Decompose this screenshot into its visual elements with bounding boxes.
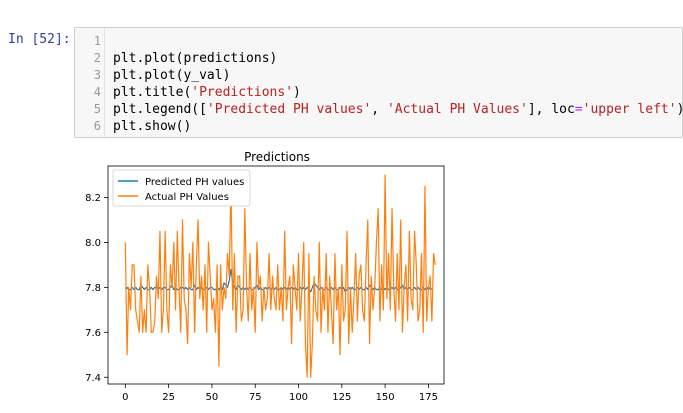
- string-token: 'Predicted PH values': [206, 102, 372, 117]
- y-tick-label: 8.0: [85, 238, 101, 249]
- code-cell-editor[interactable]: 1 2 plt.plot(predictions) 3 plt.plot(y_val) 4…: [74, 27, 683, 138]
- cell-prompt: In [52]:: [8, 32, 71, 47]
- code-text: plt.legend(['Predicted PH values', 'Actu…: [113, 101, 683, 118]
- x-tick-label: 100: [289, 392, 308, 403]
- string-token: 'Actual PH Values': [386, 102, 528, 117]
- code-token: ], loc: [527, 102, 575, 117]
- legend-label: Actual PH Values: [145, 192, 229, 203]
- code-token: plt.title(: [113, 85, 192, 100]
- chart-legend: Predicted PH values Actual PH Values: [112, 169, 251, 207]
- cell-output: Predictions 0 25 50 75 100 125 150 175 7.4 7.6 7.8…: [74, 142, 454, 411]
- code-token: ): [293, 85, 301, 100]
- actual-series-line: [124, 174, 436, 378]
- code-text: plt.show(): [113, 119, 192, 134]
- operator-token: =: [574, 102, 583, 117]
- string-token: 'upper left': [582, 102, 677, 117]
- chart-title: Predictions: [244, 150, 310, 164]
- line-number-gutter: [75, 28, 105, 137]
- line-number: 4: [93, 85, 101, 99]
- y-tick-label: 7.4: [85, 373, 101, 384]
- x-tick-label: 125: [332, 392, 351, 403]
- x-tick-label: 150: [376, 392, 395, 403]
- y-tick-label: 7.6: [85, 328, 101, 339]
- legend-label: Predicted PH values: [145, 177, 244, 188]
- string-token: 'Predictions': [191, 85, 294, 100]
- line-number: 3: [93, 68, 101, 82]
- x-tick-label: 0: [122, 392, 128, 403]
- y-tick-label: 7.8: [85, 283, 101, 294]
- line-number: 1: [93, 34, 101, 48]
- line-number: 6: [93, 119, 101, 133]
- x-tick-label: 175: [419, 392, 438, 403]
- code-text: plt.plot(predictions): [113, 51, 278, 66]
- y-tick-label: 8.2: [85, 193, 101, 204]
- predictions-line-chart: Predictions 0 25 50 75 100 125 150 175 7.4 7.6 7.8…: [85, 150, 445, 403]
- plot-frame: [107, 165, 445, 385]
- code-token: ): [677, 102, 683, 117]
- x-tick-label: 50: [206, 392, 219, 403]
- x-tick-label: 25: [162, 392, 175, 403]
- code-text: plt.plot(y_val): [113, 68, 231, 83]
- line-number: 5: [93, 102, 101, 116]
- x-tick-label: 75: [249, 392, 262, 403]
- code-token: ,: [371, 102, 387, 117]
- code-token: plt.legend([: [113, 102, 207, 117]
- line-number: 2: [93, 51, 101, 65]
- code-text: plt.title('Predictions'): [113, 84, 301, 101]
